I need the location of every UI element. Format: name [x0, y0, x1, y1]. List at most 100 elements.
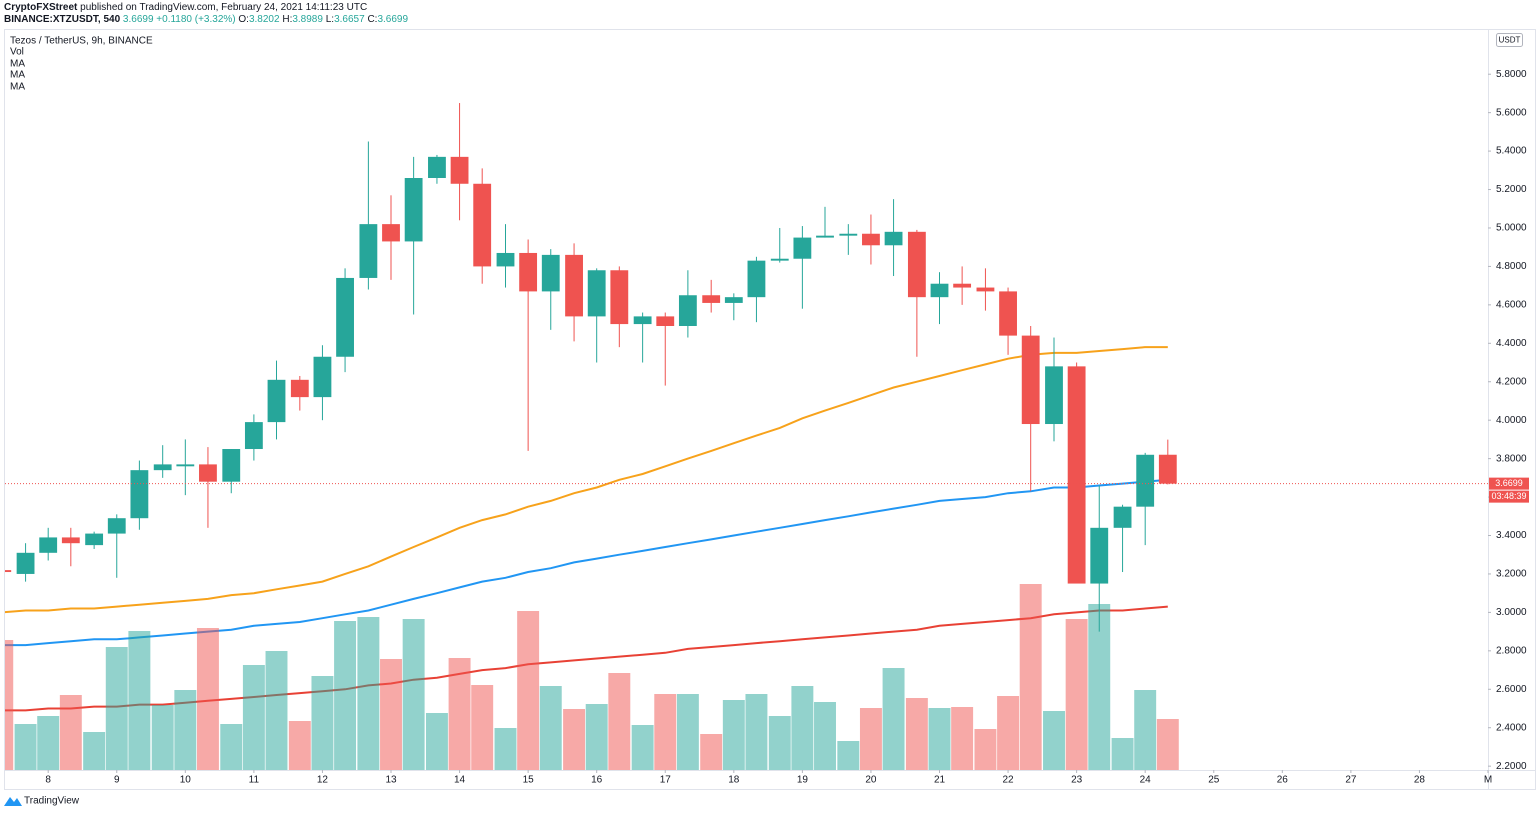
candle-body — [816, 235, 834, 238]
candle-body — [747, 260, 766, 298]
candle-body — [884, 231, 903, 246]
volume-bar — [5, 640, 14, 770]
candle-body — [85, 533, 104, 546]
volume-bar — [242, 665, 265, 770]
last-price-label: 3.6699 — [1495, 478, 1523, 488]
brand: TradingView — [24, 796, 80, 807]
candle-body — [153, 464, 172, 471]
candle-body — [267, 379, 286, 423]
ohlc-label: L: — [325, 14, 335, 25]
volume-bar — [1156, 719, 1179, 770]
candle-body — [39, 537, 58, 553]
volume-bar — [380, 659, 402, 770]
legend-ma: MA — [10, 82, 25, 93]
volume-bar — [1134, 690, 1157, 770]
candle-body — [999, 291, 1017, 336]
candle-body — [678, 295, 697, 326]
volume-bar — [951, 707, 974, 770]
candle-body — [199, 464, 217, 482]
candle-body — [244, 422, 263, 450]
plot-area — [5, 103, 1488, 770]
y-tick-label: 2.2000 — [1496, 761, 1527, 772]
ohlc-label: C: — [367, 14, 378, 25]
x-tick-label: 14 — [454, 775, 466, 786]
y-tick-label: 4.6000 — [1496, 299, 1527, 310]
volume-bar — [334, 621, 357, 770]
x-tick-label: 19 — [797, 775, 809, 786]
volume-bar — [105, 647, 128, 770]
y-tick-label: 3.0000 — [1496, 607, 1527, 618]
x-tick-label: 12 — [317, 775, 329, 786]
y-tick-label: 3.4000 — [1496, 530, 1527, 541]
volume-bar — [631, 725, 654, 770]
x-tick-label: 26 — [1277, 775, 1289, 786]
change: +0.1180 (+3.32%) — [156, 14, 236, 25]
volume-bar — [151, 705, 174, 770]
candle-body — [382, 224, 400, 242]
candle-body — [130, 470, 149, 519]
x-tick-label: 8 — [45, 775, 51, 786]
unit-box[interactable] — [1496, 33, 1523, 47]
candle-body — [1045, 366, 1063, 425]
y-tick-label: 2.8000 — [1496, 645, 1527, 656]
volume-bar — [174, 690, 197, 770]
x-tick-label: 28 — [1414, 775, 1426, 786]
x-tick-label: 17 — [660, 775, 672, 786]
countdown-label: 03:48:39 — [1491, 491, 1526, 501]
publisher: CryptoFXStreet — [4, 2, 78, 13]
volume-bar — [997, 696, 1020, 770]
symbol: BINANCE:XTZUSDT, 540 — [4, 14, 121, 25]
candle-body — [496, 252, 515, 267]
y-tick-label: 4.2000 — [1496, 376, 1527, 387]
y-tick-label: 3.2000 — [1496, 569, 1527, 580]
volume-bar — [517, 611, 540, 770]
y-tick-label: 2.4000 — [1496, 722, 1527, 733]
candle-body — [1021, 335, 1040, 425]
candle-body — [541, 254, 560, 292]
candle-body — [359, 224, 378, 278]
countdown-box — [1489, 490, 1529, 503]
y-tick-label: 2.6000 — [1496, 684, 1527, 695]
volume-bar — [311, 676, 334, 770]
volume-bar — [859, 708, 882, 770]
volume-bar — [882, 668, 905, 770]
x-tick-label: 27 — [1345, 775, 1357, 786]
volume-bar — [494, 728, 517, 770]
candle-body — [1136, 454, 1155, 507]
y-tick-label: 3.8000 — [1496, 453, 1527, 464]
candle-body — [1158, 454, 1177, 484]
volume-bar — [1111, 738, 1134, 770]
volume-bar — [14, 724, 37, 770]
candle-body — [404, 178, 423, 242]
x-tick-label: 15 — [523, 775, 535, 786]
candle-body — [1113, 506, 1132, 528]
x-tick-label: 20 — [865, 775, 877, 786]
candle-body — [862, 233, 880, 246]
candle-body — [793, 237, 812, 259]
candle-body — [428, 156, 446, 178]
unit-label[interactable]: USDT — [1499, 36, 1521, 45]
volume-bar — [357, 617, 380, 770]
last-price-box — [1489, 477, 1529, 490]
x-tick-label: 9 — [114, 775, 120, 786]
volume-bar — [220, 724, 243, 770]
x-tick-label: 11 — [249, 775, 260, 786]
legend-ma: MA — [10, 70, 25, 81]
candle-body — [565, 254, 583, 317]
volume-bar — [1065, 619, 1088, 770]
volume-bar — [128, 631, 151, 770]
volume-bar — [37, 716, 60, 770]
brand-logo — [4, 797, 22, 806]
volume-bar — [59, 695, 82, 770]
volume-bar — [1088, 604, 1111, 770]
volume-bar — [402, 619, 425, 770]
candle-body — [336, 277, 354, 357]
candle-body — [610, 270, 629, 325]
candle-body — [839, 233, 858, 236]
candle-body — [953, 283, 972, 288]
candle-body — [16, 552, 35, 574]
ohlc-value: 3.6699 — [377, 14, 409, 25]
x-tick-label: 21 — [934, 775, 946, 786]
candle-body — [633, 316, 652, 325]
